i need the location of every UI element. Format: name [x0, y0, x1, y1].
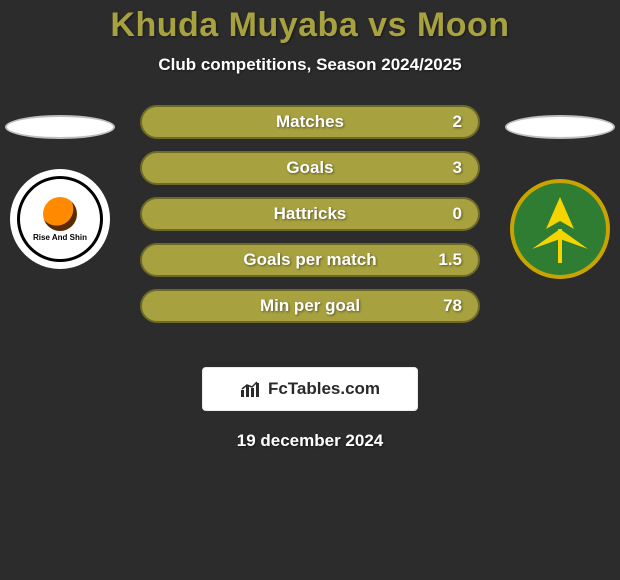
left-player-ellipse — [5, 115, 115, 139]
stat-row: Goals per match 1.5 — [140, 243, 480, 277]
comparison-infographic: Khuda Muyaba vs Moon Club competitions, … — [0, 0, 620, 580]
stat-row: Matches 2 — [140, 105, 480, 139]
stats-area: Rise And Shin Matches 2 Goals 3 Hattricks 0 Go… — [0, 105, 620, 345]
right-player-column — [500, 105, 620, 286]
right-player-ellipse — [505, 115, 615, 139]
stat-label: Matches — [276, 112, 344, 132]
right-club-logo — [503, 171, 618, 286]
page-subtitle: Club competitions, Season 2024/2025 — [0, 55, 620, 75]
stat-row: Goals 3 — [140, 151, 480, 185]
stat-right-value: 78 — [443, 296, 462, 316]
chart-icon — [240, 380, 262, 398]
stat-right-value: 3 — [453, 158, 462, 178]
stat-right-value: 2 — [453, 112, 462, 132]
stat-label: Goals per match — [243, 250, 376, 270]
left-player-column: Rise And Shin — [0, 105, 120, 269]
golden-arrows-logo-icon — [510, 179, 610, 279]
stat-row: Min per goal 78 — [140, 289, 480, 323]
stat-label: Goals — [286, 158, 333, 178]
stat-row: Hattricks 0 — [140, 197, 480, 231]
brand-text: FcTables.com — [268, 379, 380, 399]
date-text: 19 december 2024 — [0, 431, 620, 451]
left-club-logo: Rise And Shin — [10, 169, 110, 269]
stat-label: Min per goal — [260, 296, 360, 316]
stat-label: Hattricks — [274, 204, 347, 224]
stat-right-value: 1.5 — [438, 250, 462, 270]
page-title: Khuda Muyaba vs Moon — [0, 0, 620, 45]
polokwane-city-logo-icon: Rise And Shin — [17, 176, 103, 262]
stat-right-value: 0 — [453, 204, 462, 224]
brand-badge: FcTables.com — [202, 367, 418, 411]
stat-rows: Matches 2 Goals 3 Hattricks 0 Goals per match 1… — [140, 105, 480, 323]
